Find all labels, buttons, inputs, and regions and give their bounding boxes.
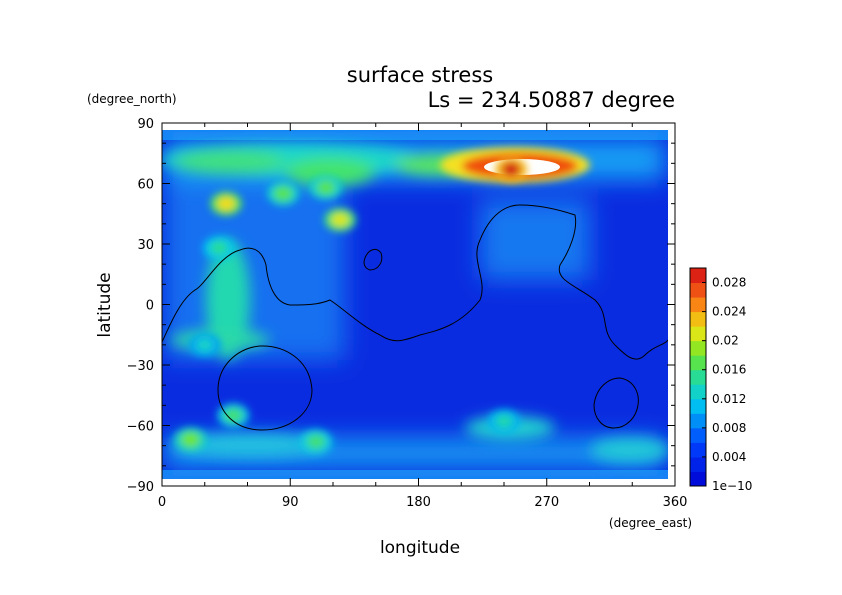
colorbar-frame (689, 267, 707, 487)
y-tick-label: 30 (137, 238, 154, 253)
colorbar-swatch (690, 398, 706, 414)
contour-elysium (363, 248, 383, 271)
colorbar-swatch (690, 282, 706, 298)
south-polar-cap (162, 470, 668, 479)
hotspot-layer (174, 157, 528, 454)
hotspot (316, 180, 335, 195)
hotspot (331, 212, 350, 227)
contour-tharsis (162, 204, 668, 360)
contour-hellas (217, 345, 313, 431)
hotspot (210, 241, 228, 256)
y-tick-label: −30 (127, 359, 154, 374)
y-tick-label: 90 (137, 117, 154, 132)
colorbar-swatch (690, 326, 706, 342)
colorbar-swatch (690, 471, 706, 487)
colorbar: 1e−10 0.004 0.008 0.012 0.016 0.02 0.024 0.028 (689, 267, 752, 493)
colorbar-swatch (690, 268, 706, 284)
y-units-label: (degree_north) (87, 92, 177, 106)
western-column (206, 240, 250, 360)
northern-green-mid (285, 158, 375, 186)
colorbar-tick-label: 0.008 (712, 421, 746, 435)
y-tick-label: 0 (146, 299, 154, 314)
x-tick-label: 90 (282, 495, 299, 510)
colorbar-tick-label: 1e−10 (712, 479, 752, 493)
eastern-region (480, 200, 590, 280)
x-tick-label: 0 (158, 495, 166, 510)
heatmap-field (162, 130, 668, 479)
x-tick-label: 360 (663, 495, 688, 510)
y-axis-label: latitude (95, 272, 115, 337)
colorbar-swatch (690, 369, 706, 385)
contour-argyre (593, 377, 639, 429)
chart-title: surface stress (347, 63, 493, 87)
hotspot (502, 162, 521, 177)
colorbar-tick-label: 0.02 (712, 334, 739, 348)
north-polar-cap (162, 130, 668, 140)
colorbar-tick-label: 0.016 (712, 363, 746, 377)
x-axis-label: longitude (380, 538, 460, 558)
hotspot (195, 337, 214, 352)
south-west-band (170, 433, 330, 457)
y-tick-label: −60 (127, 420, 154, 435)
colorbar-swatch (690, 413, 706, 429)
hotspot (306, 434, 325, 449)
hotspot (224, 408, 243, 423)
y-axis: 90 60 30 0 −30 −60 −90 (127, 117, 675, 495)
x-axis: 0 90 180 270 360 (158, 123, 688, 510)
colorbar-swatch (690, 442, 706, 458)
colorbar-tick-label: 0.004 (712, 450, 746, 464)
colorbar-tick-label: 0.028 (712, 276, 746, 290)
x-tick-label: 180 (406, 495, 431, 510)
hotspot (274, 186, 293, 201)
colorbar-tick-label: 0.012 (712, 392, 746, 406)
colorbar-swatch (690, 340, 706, 356)
hotspot (181, 432, 200, 447)
colorbar-tick-label: 0.024 (712, 305, 746, 319)
northern-green-west (175, 150, 285, 174)
colorbar-swatch (690, 427, 706, 443)
topography-contours (162, 204, 668, 431)
y-tick-label: 60 (137, 178, 154, 193)
south-east-band (590, 438, 668, 462)
colorbar-swatch (690, 384, 706, 400)
colorbar-swatch (690, 456, 706, 472)
hotspot (217, 196, 236, 211)
western-region (165, 180, 345, 360)
colorbar-swatch (690, 355, 706, 371)
x-tick-label: 270 (534, 495, 559, 510)
colorbar-swatch (690, 311, 706, 327)
y-tick-label: −90 (127, 480, 154, 495)
chart-subtitle: Ls = 234.50887 degree (428, 88, 675, 112)
hotspot (495, 414, 513, 429)
colorbar-swatch (690, 297, 706, 313)
x-units-label: (degree_east) (609, 516, 692, 530)
